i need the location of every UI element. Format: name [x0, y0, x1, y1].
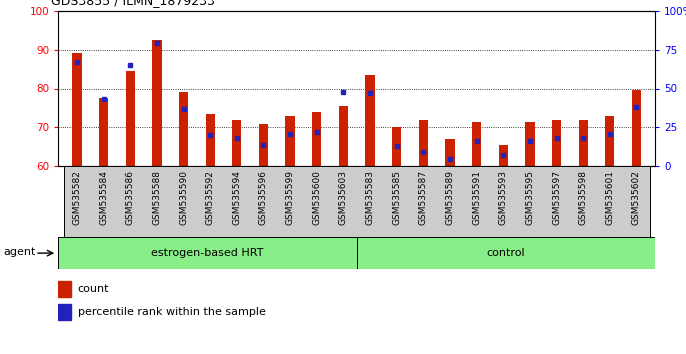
Text: control: control [486, 248, 525, 258]
Bar [366, 75, 375, 166]
Text: GSM535595: GSM535595 [525, 170, 534, 225]
Bar [143, 166, 170, 237]
Text: agent: agent [3, 246, 36, 257]
Bar [437, 166, 463, 237]
Bar [463, 166, 490, 237]
Bar [312, 112, 322, 166]
Text: GSM535590: GSM535590 [179, 170, 188, 225]
Text: GSM535598: GSM535598 [579, 170, 588, 225]
Text: GSM535587: GSM535587 [419, 170, 428, 225]
Text: GSM535589: GSM535589 [445, 170, 454, 225]
Text: GDS3855 / ILMN_1879233: GDS3855 / ILMN_1879233 [51, 0, 215, 7]
Bar [224, 166, 250, 237]
Bar [303, 166, 330, 237]
Bar [410, 166, 437, 237]
Text: GSM535596: GSM535596 [259, 170, 268, 225]
Bar [232, 120, 241, 166]
Bar [418, 120, 428, 166]
Text: GSM535593: GSM535593 [499, 170, 508, 225]
Text: GSM535600: GSM535600 [312, 170, 321, 225]
Text: GSM535597: GSM535597 [552, 170, 561, 225]
Bar [72, 53, 82, 166]
Bar [597, 166, 623, 237]
Text: estrogen-based HRT: estrogen-based HRT [152, 248, 263, 258]
Bar [126, 71, 135, 166]
Bar [517, 166, 543, 237]
Bar [383, 166, 410, 237]
Bar [259, 124, 268, 166]
Bar [197, 166, 224, 237]
Bar [490, 166, 517, 237]
Bar [285, 116, 295, 166]
Bar [206, 114, 215, 166]
Text: GSM535584: GSM535584 [99, 170, 108, 225]
Bar [58, 281, 71, 297]
Text: GSM535602: GSM535602 [632, 170, 641, 225]
Bar [330, 166, 357, 237]
Bar [170, 166, 197, 237]
Bar [578, 120, 588, 166]
Bar [179, 92, 188, 166]
Bar [543, 166, 570, 237]
Text: GSM535594: GSM535594 [233, 170, 241, 225]
Bar [250, 166, 276, 237]
Text: GSM535601: GSM535601 [605, 170, 615, 225]
Bar [91, 166, 117, 237]
Bar [276, 166, 303, 237]
Text: GSM535586: GSM535586 [126, 170, 134, 225]
Bar [632, 90, 641, 166]
Bar [339, 106, 348, 166]
Text: GSM535592: GSM535592 [206, 170, 215, 225]
Bar [58, 237, 357, 269]
Bar [472, 121, 482, 166]
Text: GSM535583: GSM535583 [366, 170, 375, 225]
Bar [357, 166, 383, 237]
Bar [58, 304, 71, 320]
Text: percentile rank within the sample: percentile rank within the sample [78, 307, 265, 317]
Bar [499, 145, 508, 166]
Text: GSM535585: GSM535585 [392, 170, 401, 225]
Bar [392, 127, 401, 166]
Bar [605, 116, 615, 166]
Text: GSM535588: GSM535588 [152, 170, 161, 225]
Text: GSM535603: GSM535603 [339, 170, 348, 225]
Bar [64, 166, 91, 237]
Text: GSM535599: GSM535599 [285, 170, 294, 225]
Bar [525, 121, 534, 166]
Text: GSM535582: GSM535582 [73, 170, 82, 225]
Bar [623, 166, 650, 237]
Bar [117, 166, 143, 237]
Bar [152, 40, 162, 166]
Bar [99, 98, 108, 166]
Bar [357, 237, 655, 269]
Text: count: count [78, 284, 109, 294]
Bar [445, 139, 455, 166]
Text: GSM535591: GSM535591 [472, 170, 481, 225]
Bar [570, 166, 597, 237]
Bar [552, 120, 561, 166]
